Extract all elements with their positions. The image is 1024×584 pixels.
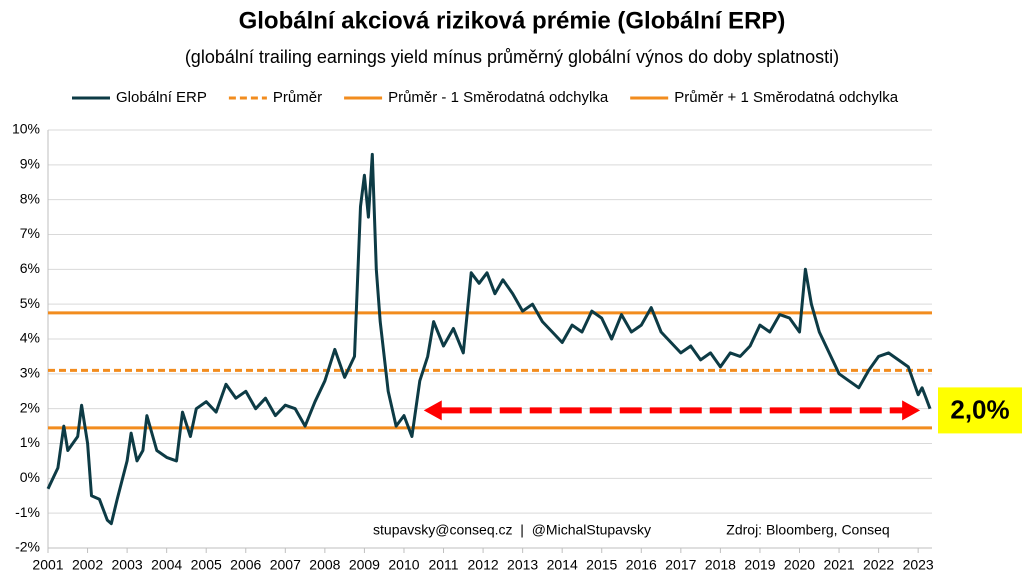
x-tick-label: 2001 — [32, 557, 63, 573]
x-tick-label: 2012 — [468, 557, 499, 573]
y-tick-label: 9% — [20, 156, 40, 172]
y-tick-label: -1% — [15, 504, 40, 520]
x-tick-label: 2019 — [744, 557, 775, 573]
x-tick-label: 2009 — [349, 557, 380, 573]
y-tick-label: 10% — [12, 121, 40, 137]
annotation-box — [938, 387, 1022, 434]
x-tick-label: 2010 — [388, 557, 419, 573]
y-tick-label: 5% — [20, 295, 40, 311]
x-tick-label: 2015 — [586, 557, 617, 573]
x-tick-label: 2021 — [823, 557, 854, 573]
y-tick-label: 2% — [20, 399, 40, 415]
y-tick-label: 7% — [20, 225, 40, 241]
x-tick-label: 2008 — [309, 557, 340, 573]
x-tick-label: 2017 — [665, 557, 696, 573]
x-tick-label: 2022 — [863, 557, 894, 573]
x-tick-label: 2011 — [428, 557, 458, 573]
x-tick-label: 2023 — [903, 557, 934, 573]
arrow-head — [423, 400, 442, 421]
y-tick-label: 4% — [20, 330, 40, 346]
legend-label: Průměr — [273, 89, 322, 106]
chart-subtitle: (globální trailing earnings yield mínus … — [185, 47, 839, 67]
legend-label: Průměr - 1 Směrodatná odchylka — [388, 89, 609, 106]
x-tick-label: 2014 — [547, 557, 578, 573]
y-tick-label: 8% — [20, 190, 40, 206]
y-tick-label: 3% — [20, 365, 40, 381]
x-tick-label: 2013 — [507, 557, 538, 573]
series-line — [46, 152, 932, 526]
arrow-head — [902, 400, 921, 421]
footer-contact: stupavsky@conseq.cz | @MichalStupavsky — [373, 522, 651, 538]
chart-title: Globální akciová riziková prémie (Globál… — [239, 7, 786, 34]
legend-label: Průměr + 1 Směrodatná odchylka — [674, 89, 899, 106]
x-tick-label: 2020 — [784, 557, 815, 573]
x-tick-label: 2003 — [112, 557, 143, 573]
legend-label: Globální ERP — [116, 89, 207, 106]
annotation-label: 2,0% — [950, 394, 1009, 424]
y-tick-label: 6% — [20, 260, 40, 276]
x-tick-label: 2018 — [705, 557, 736, 573]
y-tick-label: -2% — [15, 539, 40, 555]
y-tick-label: 0% — [20, 469, 40, 485]
x-tick-label: 2004 — [151, 557, 182, 573]
x-tick-label: 2002 — [72, 557, 103, 573]
y-tick-label: 1% — [20, 434, 40, 450]
footer-source: Zdroj: Bloomberg, Conseq — [726, 522, 889, 538]
x-tick-label: 2007 — [270, 557, 301, 573]
x-tick-label: 2005 — [191, 557, 222, 573]
x-tick-label: 2006 — [230, 557, 261, 573]
x-tick-label: 2016 — [626, 557, 657, 573]
